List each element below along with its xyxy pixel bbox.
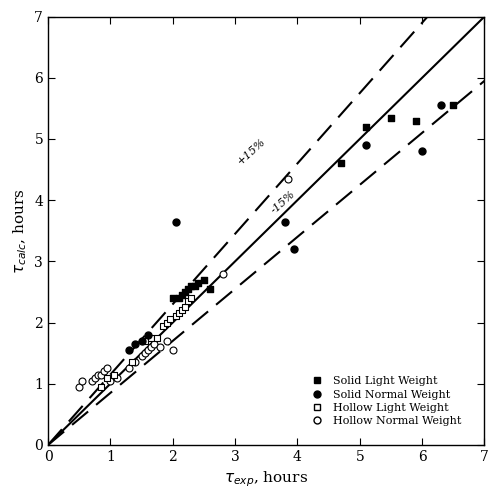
Point bbox=[450, 102, 458, 110]
Point bbox=[362, 141, 370, 149]
X-axis label: $\tau_{exp}$, hours: $\tau_{exp}$, hours bbox=[224, 470, 308, 489]
Point bbox=[140, 349, 148, 357]
Point bbox=[160, 322, 168, 330]
Point bbox=[78, 376, 86, 384]
Point bbox=[175, 310, 183, 318]
Text: -15%: -15% bbox=[270, 189, 297, 216]
Point bbox=[76, 383, 84, 391]
Point bbox=[169, 346, 177, 354]
Point bbox=[140, 337, 148, 345]
Point bbox=[284, 174, 292, 182]
Point bbox=[181, 288, 189, 296]
Point bbox=[156, 343, 164, 351]
Point bbox=[184, 285, 192, 293]
Point bbox=[97, 383, 105, 391]
Point bbox=[162, 318, 170, 326]
Point bbox=[94, 370, 102, 378]
Point bbox=[104, 364, 112, 372]
Point bbox=[362, 122, 370, 130]
Point bbox=[218, 270, 226, 278]
Y-axis label: $\tau_{calc}$, hours: $\tau_{calc}$, hours bbox=[11, 188, 29, 274]
Point bbox=[166, 316, 173, 324]
Point bbox=[147, 334, 155, 342]
Point bbox=[181, 303, 189, 311]
Point bbox=[290, 245, 298, 253]
Point bbox=[132, 358, 140, 366]
Point bbox=[147, 343, 155, 351]
Point bbox=[100, 368, 108, 376]
Point bbox=[88, 376, 96, 384]
Point bbox=[169, 294, 177, 302]
Point bbox=[194, 278, 202, 286]
Point bbox=[178, 291, 186, 299]
Point bbox=[144, 346, 152, 354]
Point bbox=[150, 340, 158, 348]
Point bbox=[138, 352, 145, 360]
Point bbox=[184, 297, 192, 305]
Point bbox=[125, 346, 133, 354]
Point bbox=[206, 285, 214, 293]
Point bbox=[412, 116, 420, 124]
Point bbox=[144, 330, 152, 338]
Point bbox=[128, 358, 136, 366]
Point bbox=[281, 218, 289, 226]
Legend: Solid Light Weight, Solid Normal Weight, Hollow Light Weight, Hollow Normal Weig: Solid Light Weight, Solid Normal Weight,… bbox=[302, 372, 466, 431]
Point bbox=[188, 294, 196, 302]
Point bbox=[418, 147, 426, 155]
Point bbox=[104, 374, 112, 382]
Point bbox=[153, 334, 161, 342]
Point bbox=[172, 312, 180, 320]
Point bbox=[190, 282, 198, 290]
Point bbox=[110, 370, 118, 378]
Point bbox=[178, 306, 186, 314]
Point bbox=[106, 376, 114, 384]
Point bbox=[172, 218, 180, 226]
Text: +15%: +15% bbox=[235, 136, 268, 166]
Point bbox=[112, 374, 120, 382]
Point bbox=[387, 114, 395, 122]
Point bbox=[125, 364, 133, 372]
Point bbox=[200, 276, 208, 283]
Point bbox=[91, 374, 99, 382]
Point bbox=[437, 102, 445, 110]
Point bbox=[188, 282, 196, 290]
Point bbox=[162, 337, 170, 345]
Point bbox=[138, 337, 145, 345]
Point bbox=[97, 370, 105, 378]
Point bbox=[337, 160, 345, 168]
Point bbox=[175, 294, 183, 302]
Point bbox=[132, 340, 140, 348]
